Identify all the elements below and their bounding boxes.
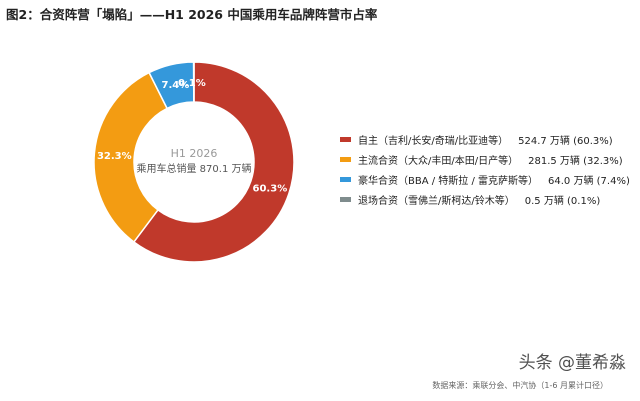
legend-value: 524.7 万辆 (60.3%) [518, 135, 613, 147]
slice-data-label: 0.1% [178, 78, 206, 89]
slice-data-label: 60.3% [253, 183, 288, 194]
legend-item-exited-jv: 退场合资（雪佛兰/斯柯达/铃木等） 0.5 万辆 (0.1%) [340, 191, 630, 207]
legend-label: 主流合资（大众/丰田/本田/日产等） [358, 155, 519, 167]
legend-value: 64.0 万辆 (7.4%) [548, 175, 630, 187]
legend-label: 豪华合资（BBA / 特斯拉 / 雷克萨斯等） [358, 175, 539, 187]
chart-title: 图2：合资阵营「塌陷」——H1 2026 中国乘用车品牌阵营市占率 [6, 7, 378, 22]
legend-swatch [340, 156, 351, 162]
slice-data-label: 7.4% [162, 80, 190, 91]
slice-data-label: 32.3% [97, 151, 132, 162]
data-source-note: 数据来源：乘联分会、中汽协（1-6 月累计口径） [432, 381, 608, 390]
center-label-year: H1 2026 [171, 147, 218, 160]
legend-label: 自主（吉利/长安/奇瑞/比亚迪等） [358, 135, 509, 147]
legend-item-luxury-jv: 豪华合资（BBA / 特斯拉 / 雷克萨斯等） 64.0 万辆 (7.4%) [340, 171, 630, 187]
chart-legend: 自主（吉利/长安/奇瑞/比亚迪等） 524.7 万辆 (60.3%) 主流合资（… [340, 131, 630, 211]
legend-item-mainstream-jv: 主流合资（大众/丰田/本田/日产等） 281.5 万辆 (32.3%) [340, 151, 630, 167]
center-label-total: 乘用车总销量 870.1 万辆 [137, 162, 252, 175]
legend-label: 退场合资（雪佛兰/斯柯达/铃木等） [358, 195, 515, 207]
watermark: 头条 @董希淼 [518, 353, 626, 373]
slice-mainstream-jv [93, 71, 169, 243]
legend-swatch [340, 136, 351, 142]
legend-value: 281.5 万辆 (32.3%) [528, 155, 623, 167]
legend-item-domestic: 自主（吉利/长安/奇瑞/比亚迪等） 524.7 万辆 (60.3%) [340, 131, 630, 147]
legend-value: 0.5 万辆 (0.1%) [524, 195, 601, 207]
legend-swatch [340, 196, 351, 202]
slice-domestic [132, 61, 295, 263]
legend-swatch [340, 176, 351, 182]
